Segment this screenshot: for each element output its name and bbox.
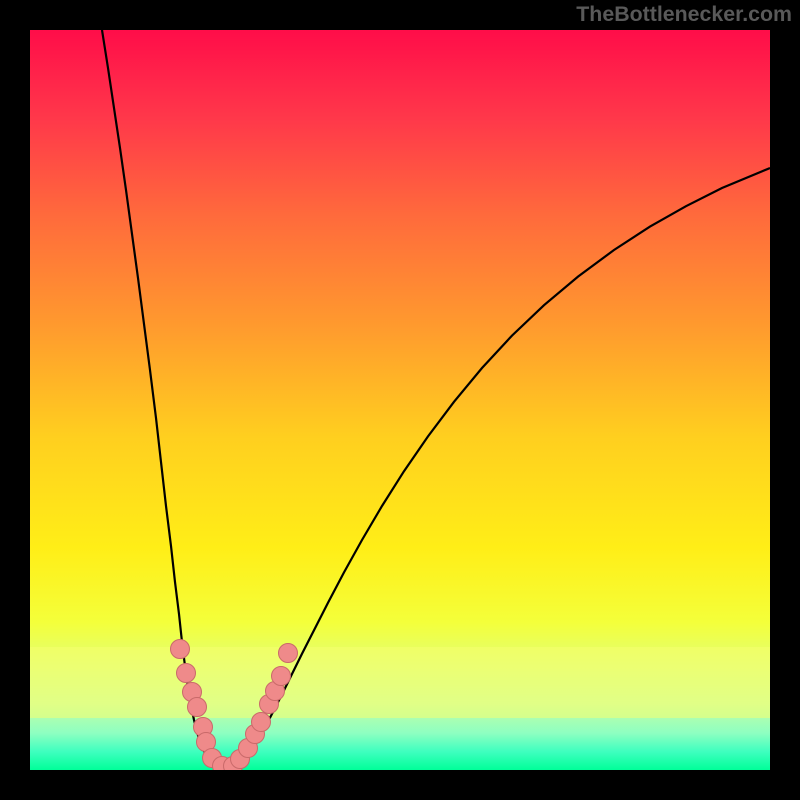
marker-dot [177, 664, 196, 683]
marker-dot [272, 667, 291, 686]
chart-container: TheBottlenecker.com [0, 0, 800, 800]
highlight-band [30, 647, 770, 718]
marker-dot [252, 713, 271, 732]
marker-dot [171, 640, 190, 659]
marker-dot [279, 644, 298, 663]
chart-svg [0, 0, 800, 800]
marker-dot [188, 698, 207, 717]
